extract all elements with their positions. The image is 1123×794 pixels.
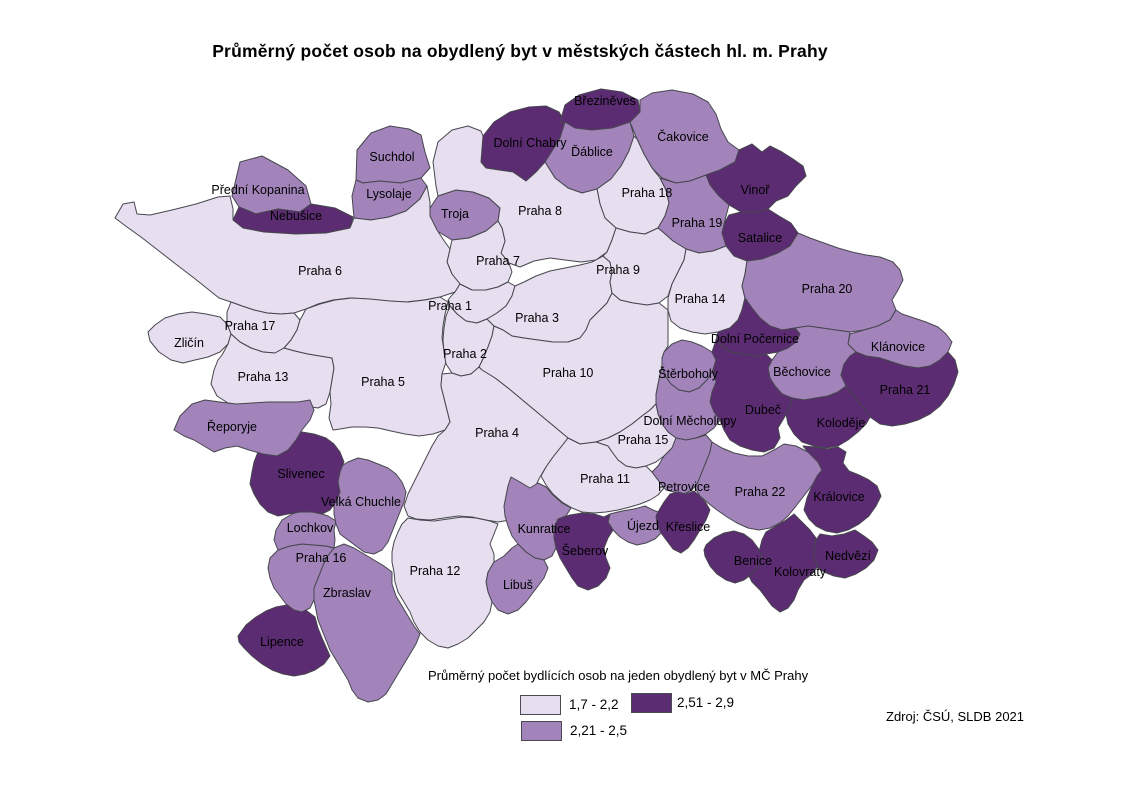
district-label: Lochkov [287,521,334,535]
district-label: Praha 15 [618,433,669,447]
legend-swatch-mid [521,721,562,741]
district-vinoř [705,143,807,214]
district-label: Nebušice [270,209,322,223]
legend-label-low: 1,7 - 2,2 [569,697,619,712]
district-label: Zbraslav [323,586,372,600]
district-řeporyje [173,399,315,457]
district-label: Zličín [174,336,204,350]
legend-swatch-low [520,695,561,715]
district-label: Štěrboholy [658,366,719,381]
district-label: Troja [441,207,469,221]
district-praha-5 [283,296,451,437]
district-zličín [147,311,232,364]
district-label: Dolní Měcholupy [643,414,737,428]
legend-swatch-high [631,693,672,713]
district-label: Vinoř [741,183,771,197]
district-label: Přední Kopanina [211,183,304,197]
district-label: Praha 10 [543,366,594,380]
district-label: Dolní Chabry [494,136,568,150]
district-label: Dubeč [745,403,781,417]
district-label: Suchdol [369,150,414,164]
district-újezd [607,505,662,546]
source-note: Zdroj: ČSÚ, SLDB 2021 [886,709,1025,724]
district-label: Klánovice [871,340,925,354]
district-label: Praha 1 [428,299,472,313]
district-label: Nedvězí [825,549,871,563]
district-label: Řeporyje [207,419,257,434]
district-label: Praha 17 [225,319,276,333]
district-benice [703,530,763,584]
district-label: Praha 9 [596,263,640,277]
legend-label-high: 2,51 - 2,9 [677,695,735,710]
district-label: Kunratice [518,522,571,536]
legend: Průměrný počet bydlících osob na jeden o… [428,668,858,758]
district-label: Čakovice [657,129,708,144]
district-label: Praha 2 [443,347,487,361]
district-label: Praha 13 [238,370,289,384]
district-label: Praha 4 [475,426,519,440]
district-label: Kolovraty [774,565,827,579]
district-label: Dolní Počernice [711,332,799,346]
district-kunratice [503,476,572,561]
district-šeberov [553,512,614,591]
district-label: Satalice [738,231,783,245]
district-label: Velká Chuchle [321,495,401,509]
district-label: Benice [734,554,772,568]
district-label: Praha 6 [298,264,342,278]
district-label: Petrovice [658,480,710,494]
district-zbraslav [313,543,421,703]
district-label: Praha 3 [515,311,559,325]
district-křeslice [655,490,711,554]
district-label: Praha 5 [361,375,405,389]
district-label: Lipence [260,635,304,649]
district-praha-22 [694,441,823,531]
district-velká-chuchle [333,457,407,555]
district-královice [802,445,882,534]
district-label: Královice [813,490,864,504]
district-label: Praha 21 [880,383,931,397]
district-label: Březiněves [574,94,636,108]
district-praha-12 [391,516,499,649]
district-label: Koloděje [817,416,866,430]
district-label: Praha 11 [580,472,630,486]
district-label: Újezd [627,518,659,533]
district-label: Křeslice [666,520,711,534]
district-lipence [237,604,331,677]
district-label: Slivenec [277,467,324,481]
district-label: Praha 19 [672,216,723,230]
district-label: Praha 7 [476,254,520,268]
district-label: Šeberov [562,543,609,558]
district-label: Ďáblice [571,144,613,159]
legend-title: Průměrný počet bydlících osob na jeden o… [428,668,809,683]
district-label: Praha 16 [296,551,347,565]
district-label: Praha 8 [518,204,562,218]
district-koloděje [785,385,871,449]
district-label: Běchovice [773,365,831,379]
district-label: Praha 12 [410,564,461,578]
district-praha-11 [540,437,665,514]
district-label: Praha 20 [802,282,853,296]
district-label: Libuš [503,578,533,592]
district-label: Praha 18 [622,186,673,200]
page-title: Průměrný počet osob na obydlený byt v mě… [212,41,828,61]
district-label: Lysolaje [366,187,411,201]
legend-label-mid: 2,21 - 2,5 [570,723,628,738]
district-label: Praha 14 [675,292,726,306]
district-label: Praha 22 [735,485,786,499]
